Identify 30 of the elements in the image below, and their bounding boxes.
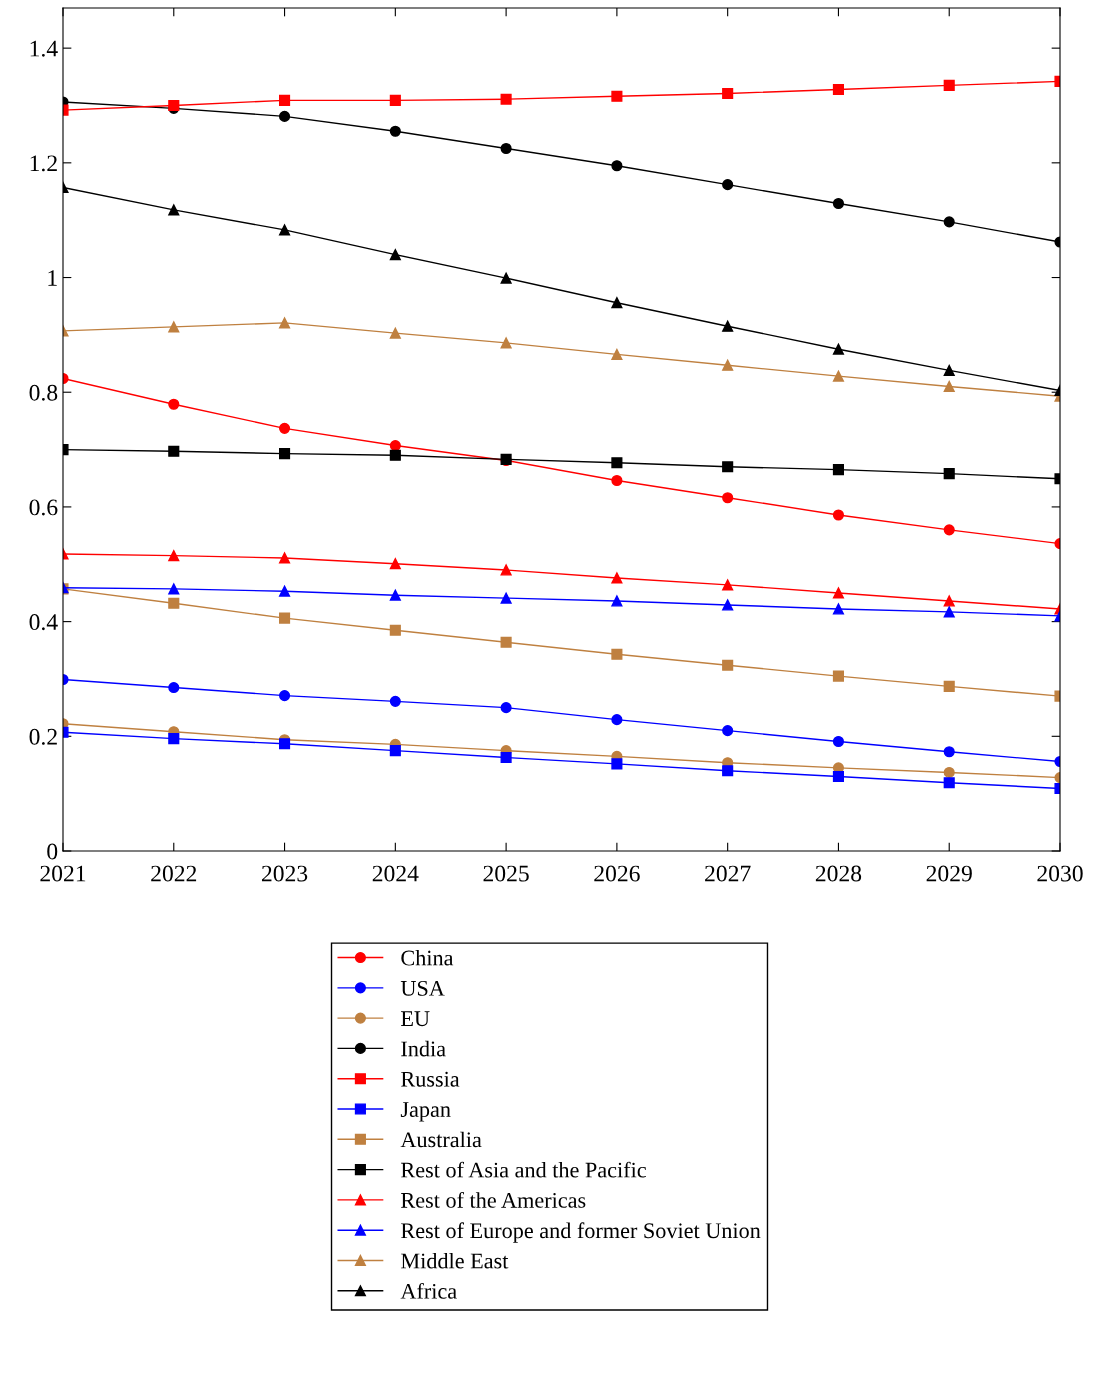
y-tick-label: 0.6 — [29, 499, 58, 516]
legend-label: China — [401, 949, 454, 966]
x-tick-label: 2027 — [705, 865, 751, 882]
legend-label: India — [401, 1040, 446, 1057]
x-tick-label: 2028 — [815, 865, 862, 882]
x-tick-label: 2021 — [40, 865, 86, 882]
legend-label: Australia — [400, 1131, 482, 1148]
legend-label: Rest of Europe and former Soviet Union — [401, 1222, 761, 1243]
y-tick-label: 1.4 — [30, 40, 58, 57]
legend-label: Japan — [400, 1102, 451, 1122]
y-tick-label: 1 — [48, 270, 57, 286]
x-tick-label: 2022 — [151, 865, 197, 882]
y-tick-label: 0 — [47, 843, 58, 860]
x-tick-label: 2026 — [594, 865, 640, 882]
legend-label: USA — [400, 980, 445, 996]
y-tick-label: 1.2 — [30, 155, 57, 172]
y-tick-label: 0.2 — [29, 728, 57, 745]
legend-label: Russia — [401, 1071, 460, 1087]
legend-label: Middle East — [401, 1252, 509, 1269]
legend-label: Africa — [400, 1282, 457, 1299]
x-tick-label: 2024 — [372, 865, 419, 882]
legend-label: EU — [401, 1011, 430, 1027]
legend-label: Rest of the Americas — [401, 1191, 586, 1208]
legend-label: Rest of Asia and the Pacific — [401, 1161, 646, 1178]
x-tick-label: 2023 — [261, 865, 308, 882]
x-tick-label: 2025 — [483, 865, 529, 882]
x-tick-label: 2030 — [1037, 865, 1083, 882]
x-tick-label: 2029 — [926, 865, 972, 882]
y-tick-label: 0.8 — [29, 384, 58, 401]
y-tick-label: 0.4 — [29, 614, 58, 631]
